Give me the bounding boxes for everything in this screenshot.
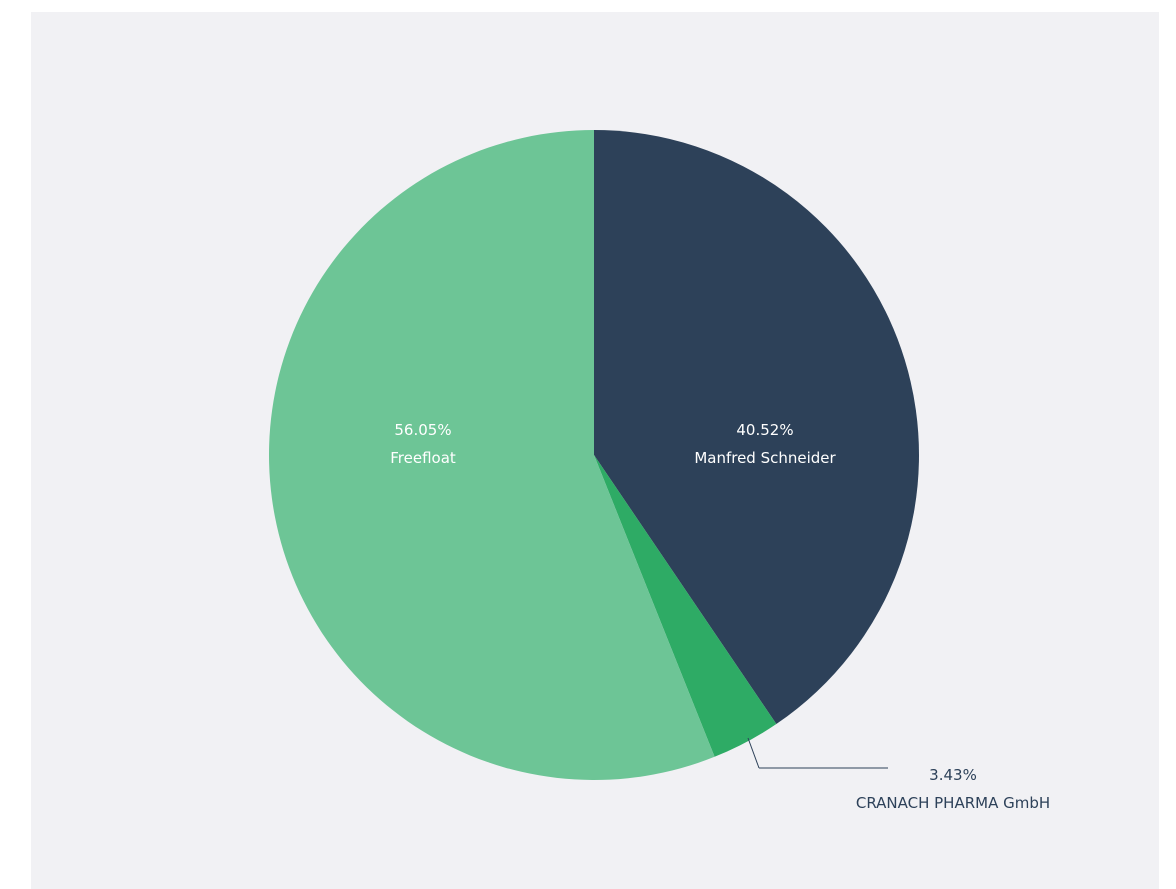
slice-label-value-freefloat: 56.05% (394, 421, 451, 439)
pie-slice-freefloat (269, 130, 715, 780)
slice-label-value-manfred: 40.52% (736, 421, 793, 439)
pie-slice-manfred-schneider (594, 130, 920, 725)
slice-label-value-cranach: 3.43% (929, 766, 977, 784)
slice-label-name-cranach: CRANACH PHARMA GmbH (856, 794, 1050, 812)
slice-label-name-freefloat: Freefloat (390, 449, 456, 467)
pie-slices (269, 130, 920, 780)
slice-label-name-manfred: Manfred Schneider (694, 449, 836, 467)
callout-leader-line (747, 737, 760, 769)
pie-slice-cranach-pharma (594, 455, 777, 757)
